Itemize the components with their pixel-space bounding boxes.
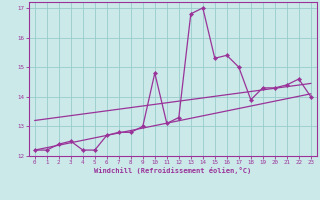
X-axis label: Windchill (Refroidissement éolien,°C): Windchill (Refroidissement éolien,°C) bbox=[94, 167, 252, 174]
